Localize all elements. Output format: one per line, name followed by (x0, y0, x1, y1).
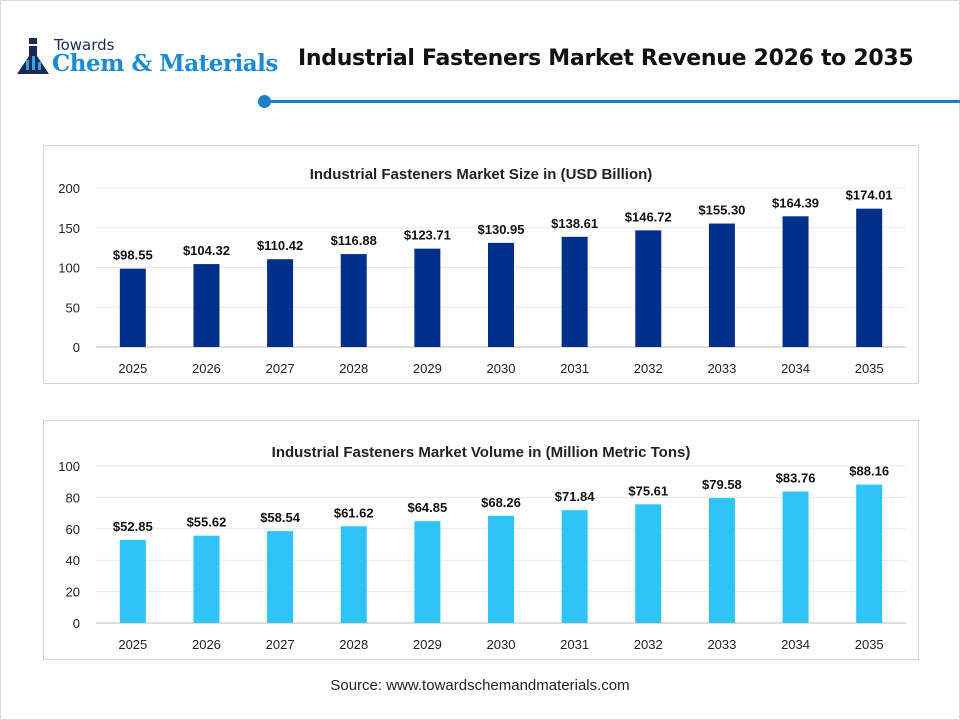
x-tick-label: 2027 (266, 637, 295, 652)
source: Source: www.towardschemandmaterials.com (330, 677, 630, 694)
flask-icon (17, 38, 49, 74)
bar (561, 510, 588, 623)
chart-title: Industrial Fasteners Market Size in (USD… (310, 166, 653, 183)
y-tick-label: 200 (58, 181, 80, 196)
data-label: $68.26 (481, 495, 521, 510)
data-label: $98.55 (113, 248, 153, 263)
y-tick-label: 0 (73, 616, 80, 631)
data-label: $83.76 (776, 470, 816, 485)
x-tick-label: 2025 (118, 361, 147, 376)
chart-title: Industrial Fasteners Market Volume in (M… (272, 444, 691, 461)
bar (856, 484, 883, 623)
x-tick-label: 2035 (855, 637, 884, 652)
y-tick-label: 50 (66, 300, 80, 315)
bar (708, 498, 735, 623)
size-chart-card: Industrial Fasteners Market Size in (USD… (43, 145, 919, 384)
volume-chart-card: Industrial Fasteners Market Volume in (M… (43, 420, 919, 660)
bar (119, 268, 146, 347)
x-tick-label: 2026 (192, 361, 221, 376)
bar (119, 540, 146, 623)
size-chart: Industrial Fasteners Market Size in (USD… (58, 166, 906, 376)
bar (340, 526, 367, 623)
x-tick-label: 2029 (413, 361, 442, 376)
bar (782, 491, 809, 623)
data-label: $64.85 (407, 500, 447, 515)
bar (414, 248, 441, 347)
x-tick-label: 2029 (413, 637, 442, 652)
bar (635, 504, 662, 623)
x-tick-label: 2035 (855, 361, 884, 376)
bar (782, 216, 809, 347)
data-label: $79.58 (702, 477, 742, 492)
data-label: $52.85 (113, 519, 153, 534)
bar (488, 515, 514, 623)
bar (267, 531, 294, 623)
data-label: $130.95 (478, 222, 525, 237)
page-title: Industrial Fasteners Market Revenue 2026… (298, 46, 914, 71)
data-label: $164.39 (772, 195, 819, 210)
data-label: $155.30 (698, 203, 745, 218)
bar (708, 223, 735, 347)
y-tick-label: 60 (66, 522, 80, 537)
data-label: $61.62 (334, 505, 374, 520)
bar (193, 264, 220, 347)
bar (340, 254, 367, 347)
data-label: $58.54 (260, 510, 301, 525)
x-tick-label: 2034 (781, 637, 810, 652)
title-line (264, 100, 960, 103)
bar (856, 208, 883, 347)
x-tick-label: 2027 (266, 361, 295, 376)
bar (635, 230, 662, 347)
data-label: $116.88 (331, 233, 377, 248)
y-tick-label: 150 (58, 221, 80, 236)
x-tick-label: 2034 (781, 361, 810, 376)
data-label: $88.16 (849, 464, 889, 479)
x-tick-label: 2028 (339, 637, 368, 652)
x-tick-label: 2032 (634, 637, 663, 652)
bar (414, 521, 441, 623)
data-label: $55.62 (187, 515, 227, 530)
x-tick-label: 2028 (339, 361, 368, 376)
x-tick-label: 2031 (560, 361, 589, 376)
x-tick-label: 2026 (192, 637, 221, 652)
brand-line2: Chem & Materials (52, 50, 278, 77)
y-tick-label: 0 (73, 340, 80, 355)
bar (488, 242, 514, 347)
x-tick-label: 2031 (560, 637, 589, 652)
data-label: $123.71 (404, 228, 451, 243)
x-tick-label: 2033 (707, 637, 736, 652)
x-tick-label: 2030 (487, 361, 516, 376)
data-label: $104.32 (183, 243, 230, 258)
bar (267, 259, 294, 347)
data-label: $174.01 (846, 188, 893, 203)
x-tick-label: 2032 (634, 361, 663, 376)
data-label: $110.42 (257, 238, 303, 253)
bar (193, 535, 220, 623)
x-tick-label: 2025 (118, 637, 147, 652)
volume-chart: Industrial Fasteners Market Volume in (M… (58, 444, 906, 652)
data-label: $138.61 (551, 216, 598, 231)
y-tick-label: 100 (58, 261, 80, 276)
y-tick-label: 80 (66, 490, 80, 505)
data-label: $71.84 (555, 489, 596, 504)
y-tick-label: 40 (66, 553, 80, 568)
bar (561, 236, 588, 347)
brand-line1: Towards (54, 36, 115, 54)
data-label: $146.72 (625, 209, 672, 224)
x-tick-label: 2030 (487, 637, 516, 652)
y-tick-label: 20 (66, 585, 80, 600)
y-tick-label: 100 (58, 459, 80, 474)
x-tick-label: 2033 (707, 361, 736, 376)
data-label: $75.61 (628, 483, 668, 498)
